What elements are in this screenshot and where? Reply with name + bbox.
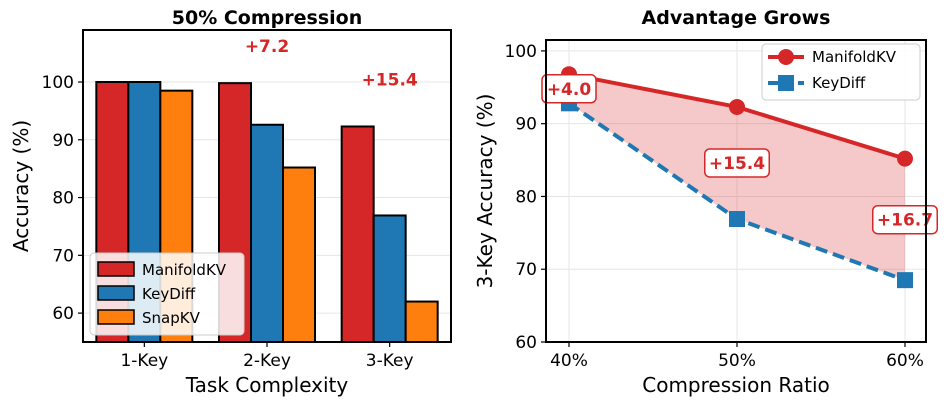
annotation-label: +15.4 <box>362 71 418 91</box>
bar-keydiff-3-key <box>372 214 407 343</box>
annotation-label: +4.0 <box>547 80 592 100</box>
legend-swatch-manifoldkv <box>97 261 135 277</box>
annotation-box <box>541 74 597 104</box>
legend-label: SnapKV <box>142 309 201 327</box>
point-manifoldkv <box>729 98 745 115</box>
legend: ManifoldKV KeyDiff SnapKV <box>89 252 245 336</box>
bar-chart: 60 70 80 90 100 1-Key 2-Key 3-Key +7.2 +15.4 50% C… <box>9 7 452 397</box>
x-tick-label: 50% <box>718 351 756 371</box>
y-tick-label: 90 <box>515 115 537 135</box>
y-tick-label: 90 <box>52 131 74 151</box>
annotation-box <box>704 148 770 178</box>
x-tick-label: 60% <box>886 351 924 371</box>
bar-snapkv-2-key <box>282 166 316 343</box>
legend-swatch-keydiff <box>97 285 135 301</box>
y-tick-label: 60 <box>515 333 537 353</box>
legend-label: KeyDiff <box>142 285 196 303</box>
legend-marker-keydiff <box>778 75 794 91</box>
line-chart: 60 70 80 90 100 40% 50% 60% +4.0 +15.4 +16.7 Advant… <box>473 7 938 397</box>
x-axis-label: Task Complexity <box>185 373 349 397</box>
chart-title: 50% Compression <box>172 7 362 29</box>
x-tick-label: 2-Key <box>243 351 291 371</box>
legend-label: ManifoldKV <box>812 48 897 66</box>
legend: ManifoldKV KeyDiff <box>761 43 921 101</box>
legend-label: ManifoldKV <box>142 261 227 279</box>
x-axis-label: Compression Ratio <box>642 373 829 397</box>
y-tick-label: 60 <box>52 304 74 324</box>
bar-snapkv-3-key <box>404 300 439 343</box>
annotation-label: +7.2 <box>245 37 289 57</box>
annotation-box <box>872 204 938 235</box>
y-tick-label: 70 <box>52 246 74 266</box>
y-tick-label: 80 <box>515 187 537 207</box>
y-axis-label: Accuracy (%) <box>9 120 33 252</box>
x-tick-label: 40% <box>550 351 588 371</box>
y-tick-label: 70 <box>515 260 537 280</box>
legend-marker-manifoldkv <box>778 49 794 65</box>
plot-frame <box>82 29 452 343</box>
point-keydiff <box>729 211 745 228</box>
chart-title: Advantage Grows <box>642 7 831 29</box>
annotation-label: +16.7 <box>877 211 933 231</box>
point-keydiff <box>897 272 913 289</box>
bar-keydiff-2-key <box>250 123 284 343</box>
point-manifoldkv <box>897 150 913 167</box>
annotation-label: +15.4 <box>709 154 765 174</box>
legend-swatch-snapkv <box>97 309 135 325</box>
y-tick-label: 80 <box>52 189 74 209</box>
y-axis-label: 3-Key Accuracy (%) <box>473 94 497 289</box>
legend-label: KeyDiff <box>812 74 866 92</box>
x-tick-label: 3-Key <box>366 351 414 371</box>
y-tick-label: 100 <box>505 42 537 62</box>
x-tick-label: 1-Key <box>120 351 168 371</box>
y-tick-label: 100 <box>42 73 74 93</box>
plot-frame <box>545 39 927 343</box>
bar-manifoldkv-3-key <box>340 125 375 343</box>
